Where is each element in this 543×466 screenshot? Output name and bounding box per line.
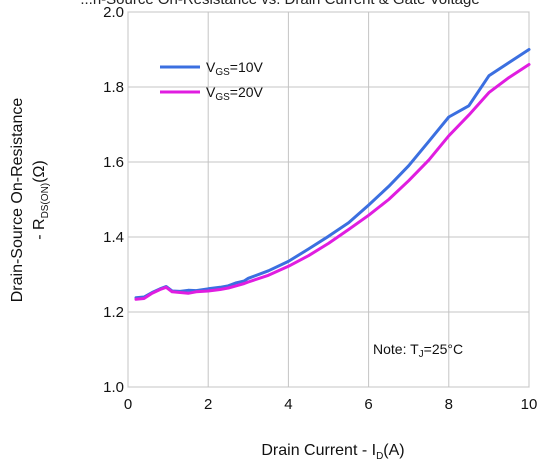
y-tick-labels: 1.0 1.2 1.4 1.6 1.8 2.0 bbox=[103, 4, 124, 396]
x-tick-label-3: 6 bbox=[364, 396, 372, 413]
y-tick-label-0: 1.0 bbox=[103, 379, 124, 396]
plot-area bbox=[127, 11, 530, 388]
x-tick-label-0: 0 bbox=[124, 396, 132, 413]
x-tick-label-4: 8 bbox=[445, 396, 453, 413]
temperature-note: Note: TJ=25°C bbox=[373, 341, 463, 360]
y-tick-label-4: 1.8 bbox=[103, 79, 124, 96]
x-axis-label: Drain Current - ID(A) bbox=[261, 442, 404, 462]
series-line-vgs-20v bbox=[134, 63, 531, 301]
y-tick-label-1: 1.2 bbox=[103, 304, 124, 321]
legend-label-vgs-20v: VGS=20V bbox=[206, 84, 264, 103]
y-axis-label-line1: Drain-Source On-Resistance bbox=[9, 98, 26, 303]
x-tick-label-1: 2 bbox=[204, 396, 212, 413]
series-lines bbox=[134, 48, 531, 301]
x-tick-label-5: 10 bbox=[521, 396, 538, 413]
y-axis-label-line2: - RDS(ON)(Ω) bbox=[31, 160, 51, 240]
y-tick-label-3: 1.6 bbox=[103, 154, 124, 171]
legend-label-vgs-10v: VGS=10V bbox=[206, 59, 264, 78]
y-tick-label-5: 2.0 bbox=[103, 4, 124, 21]
x-tick-label-2: 4 bbox=[284, 396, 292, 413]
x-tick-labels: 0 2 4 6 8 10 bbox=[124, 396, 538, 413]
legend: VGS=10V VGS=20V bbox=[160, 59, 264, 103]
chart-title-fragment: ...n-Source On-Resistance vs. Drain Curr… bbox=[80, 0, 479, 8]
y-tick-label-2: 1.4 bbox=[103, 229, 124, 246]
